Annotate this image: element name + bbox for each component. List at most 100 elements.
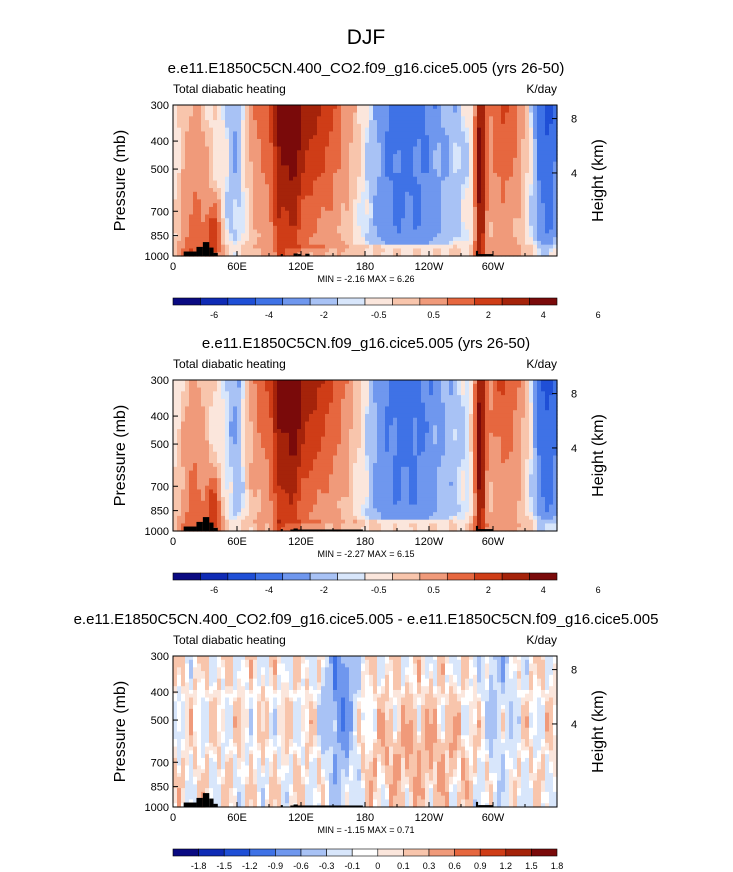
heatmap-cell	[349, 157, 354, 163]
heatmap-cell	[257, 463, 262, 468]
heatmap-cell	[389, 252, 394, 257]
heatmap-cell	[237, 489, 242, 494]
heatmap-cell	[333, 191, 338, 197]
heatmap-cell	[501, 203, 506, 208]
heatmap-cell	[537, 240, 542, 246]
heatmap-cell	[177, 410, 182, 415]
heatmap-cell	[277, 225, 282, 231]
heatmap-cell	[413, 218, 418, 223]
heatmap-cell	[377, 135, 382, 140]
heatmap-cell	[325, 135, 330, 140]
heatmap-cell	[517, 248, 522, 253]
heatmap-cell	[381, 214, 386, 219]
heatmap-cell	[233, 157, 238, 163]
heatmap-cell	[241, 410, 246, 415]
heatmap-cell	[537, 146, 542, 151]
y-axis-title: Pressure (mb)	[112, 130, 129, 231]
heatmap-cell	[341, 176, 346, 182]
heatmap-cell	[181, 380, 186, 385]
heatmap-cell	[249, 214, 254, 219]
heatmap-cell	[313, 210, 318, 216]
heatmap-cell	[261, 489, 266, 494]
heatmap-cell	[553, 120, 558, 125]
heatmap-cell	[433, 180, 438, 185]
heatmap-cell	[353, 169, 358, 174]
heatmap-cell	[437, 142, 442, 148]
heatmap-cell	[469, 240, 474, 246]
heatmap-cell	[237, 512, 242, 517]
heatmap-cell	[185, 395, 190, 400]
heatmap-cell	[345, 248, 350, 253]
heatmap-cell	[389, 138, 394, 144]
heatmap-cell	[353, 172, 358, 178]
heatmap-cell	[325, 157, 330, 163]
heatmap-cell	[213, 387, 218, 392]
heatmap-cell	[293, 112, 298, 117]
heatmap-cell	[229, 481, 234, 487]
heatmap-cell	[253, 218, 258, 223]
heatmap-cell	[269, 504, 274, 509]
heatmap-cell	[525, 218, 530, 223]
heatmap-cell	[201, 500, 206, 506]
heatmap-cell	[541, 108, 546, 114]
heatmap-cell	[521, 116, 526, 121]
heatmap-cell	[237, 402, 242, 408]
heatmap-cell	[517, 218, 522, 223]
heatmap-cell	[229, 410, 234, 415]
heatmap-cell	[257, 240, 262, 246]
heatmap-cell	[405, 210, 410, 216]
heatmap-cell	[381, 195, 386, 200]
heatmap-cell	[333, 154, 338, 159]
heatmap-cell	[297, 108, 302, 114]
heatmap-cell	[313, 191, 318, 197]
heatmap-cell	[485, 248, 490, 253]
heatmap-cell	[541, 222, 546, 227]
heatmap-cell	[189, 497, 194, 502]
heatmap-cell	[409, 172, 414, 178]
heatmap-cell	[185, 206, 190, 212]
heatmap-cell	[193, 184, 198, 189]
heatmap-cell	[297, 199, 302, 204]
heatmap-cell	[553, 222, 558, 227]
heatmap-cell	[265, 131, 270, 136]
heatmap-cell	[433, 222, 438, 227]
heatmap-cell	[497, 180, 502, 185]
heatmap-cell	[517, 240, 522, 246]
heatmap-cell	[453, 229, 458, 234]
heatmap-cell	[269, 395, 274, 400]
heatmap-cell	[249, 191, 254, 197]
heatmap-cell	[185, 432, 190, 438]
heatmap-cell	[545, 142, 550, 148]
heatmap-cell	[425, 184, 430, 189]
heatmap-cell	[333, 195, 338, 200]
heatmap-cell	[281, 214, 286, 219]
heatmap-cell	[337, 135, 342, 140]
heatmap-cell	[173, 515, 178, 521]
heatmap-cell	[273, 180, 278, 185]
heatmap-cell	[305, 203, 310, 208]
heatmap-cell	[341, 127, 346, 133]
heatmap-cell	[197, 105, 202, 110]
heatmap-cell	[373, 135, 378, 140]
heatmap-cell	[213, 380, 218, 385]
heatmap-cell	[221, 169, 226, 174]
heatmap-cell	[473, 131, 478, 136]
heatmap-cell	[241, 512, 246, 517]
heatmap-cell	[225, 176, 230, 182]
heatmap-cell	[241, 240, 246, 246]
heatmap-cell	[505, 154, 510, 159]
heatmap-cell	[525, 229, 530, 234]
heatmap-cell	[265, 180, 270, 185]
heatmap-cell	[269, 210, 274, 216]
heatmap-cell	[533, 135, 538, 140]
heatmap-cell	[429, 191, 434, 197]
heatmap-cell	[253, 512, 258, 517]
heatmap-cell	[281, 184, 286, 189]
heatmap-cell	[453, 127, 458, 133]
heatmap-cell	[421, 154, 426, 159]
heatmap-cell	[277, 138, 282, 144]
heatmap-cell	[229, 157, 234, 163]
heatmap-cell	[529, 172, 534, 178]
heatmap-cell	[241, 176, 246, 182]
heatmap-cell	[353, 123, 358, 129]
